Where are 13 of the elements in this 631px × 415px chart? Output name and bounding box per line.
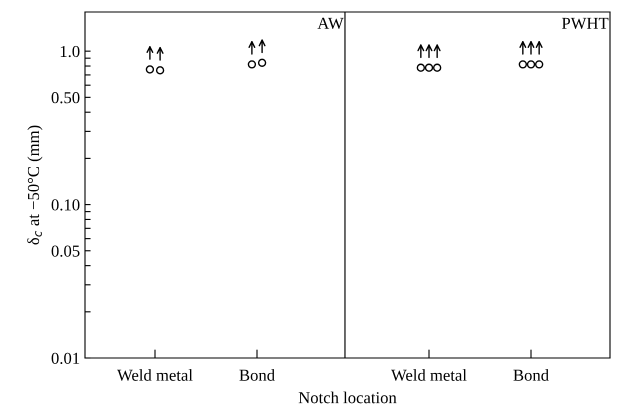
- annotation: AW: [317, 18, 344, 30]
- x-tick-label: Weld metal: [391, 369, 467, 381]
- x-axis-title: Notch location: [298, 392, 397, 404]
- x-tick-label: Weld metal: [117, 369, 193, 381]
- x-tick-label: Bond: [239, 369, 275, 381]
- y-axis-title: δ$_{c}$ at −50°C (mm): [27, 126, 42, 245]
- y-tick-label: 0.50: [52, 92, 80, 104]
- y-tick-label: 0.01: [52, 352, 80, 364]
- annotation: PWHT: [562, 18, 608, 30]
- x-tick-label: Bond: [513, 369, 549, 381]
- y-tick-label: 0.10: [52, 199, 80, 211]
- y-tick-label: 1.0: [60, 46, 80, 58]
- y-tick-label: 0.05: [52, 245, 80, 257]
